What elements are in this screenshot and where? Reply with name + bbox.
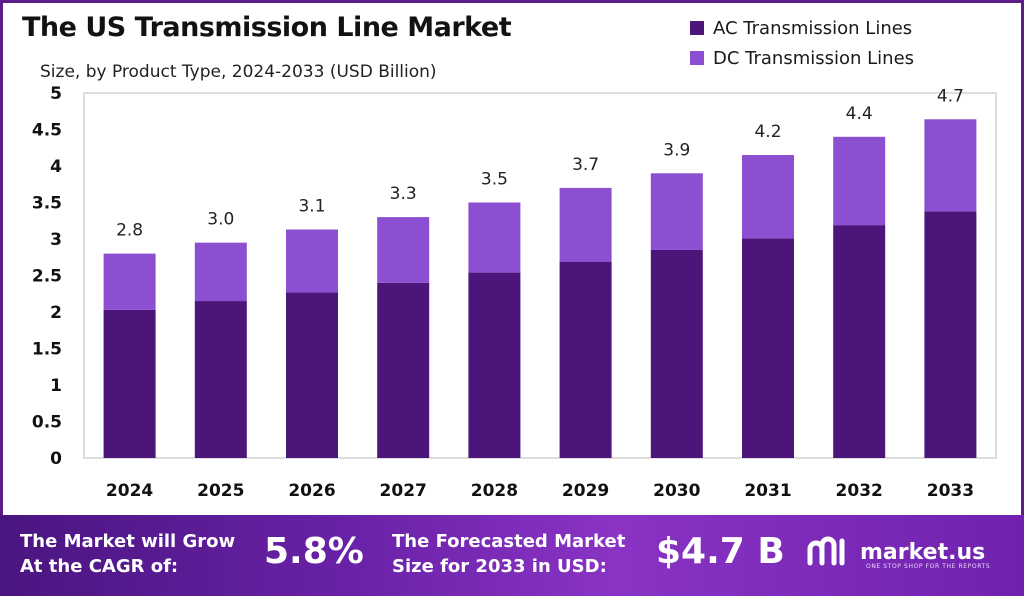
cagr-caption-line1: The Market will Grow bbox=[20, 531, 236, 552]
bar-ac bbox=[559, 261, 612, 458]
legend-label-ac: AC Transmission Lines bbox=[713, 17, 913, 39]
chart-title: The US Transmission Line Market bbox=[22, 12, 512, 43]
total-value-label: 3.1 bbox=[298, 197, 325, 217]
total-value-label: 3.7 bbox=[572, 155, 599, 175]
total-value-label: 4.4 bbox=[846, 104, 873, 124]
y-tick-label: 3.5 bbox=[32, 194, 62, 214]
total-value-label: 3.0 bbox=[207, 210, 234, 230]
bar-ac bbox=[650, 249, 703, 458]
x-tick-label: 2032 bbox=[836, 481, 883, 501]
bar-dc bbox=[103, 253, 156, 310]
total-value-label: 3.9 bbox=[663, 140, 690, 160]
forecast-caption: The Forecasted Market Size for 2033 in U… bbox=[392, 529, 625, 579]
bar-dc bbox=[559, 187, 612, 262]
y-tick-label: 3 bbox=[50, 230, 62, 250]
bar-dc bbox=[468, 202, 521, 273]
y-tick-label: 0 bbox=[50, 449, 62, 469]
bar-ac bbox=[468, 272, 521, 458]
x-tick-label: 2025 bbox=[197, 481, 244, 501]
bar-dc bbox=[833, 136, 886, 226]
cagr-caption: The Market will Grow At the CAGR of: bbox=[20, 529, 235, 579]
bar-ac bbox=[103, 309, 156, 458]
brand: market.us bbox=[806, 535, 985, 569]
x-tick-label: 2030 bbox=[653, 481, 700, 501]
x-tick-label: 2033 bbox=[927, 481, 974, 501]
bar-ac bbox=[924, 211, 977, 458]
total-value-label: 2.8 bbox=[116, 221, 143, 241]
cagr-caption-line2: At the CAGR of: bbox=[20, 556, 179, 577]
legend-swatch-dc bbox=[690, 51, 704, 65]
market-us-logo-icon bbox=[807, 536, 845, 566]
legend: AC Transmission Lines DC Transmission Li… bbox=[690, 14, 914, 74]
total-value-label: 3.5 bbox=[481, 170, 508, 190]
bar-ac bbox=[286, 292, 338, 458]
y-tick-label: 1.5 bbox=[32, 340, 62, 360]
total-value-label: 4.7 bbox=[937, 86, 964, 106]
x-tick-label: 2029 bbox=[562, 481, 609, 501]
plot-area bbox=[83, 92, 997, 459]
legend-item-ac: AC Transmission Lines bbox=[690, 14, 914, 42]
y-tick-label: 2.5 bbox=[32, 267, 62, 287]
brand-tagline: ONE STOP SHOP FOR THE REPORTS bbox=[866, 563, 991, 570]
stacked-bar-chart: 0 0.5 1 1.5 2 2.5 3 3.5 4 4.5 5 2.8 2024 3.0 2025 3.1 20… bbox=[32, 84, 997, 501]
brand-name: market.us bbox=[860, 539, 986, 565]
total-value-label: 3.3 bbox=[390, 184, 417, 204]
bar-ac bbox=[377, 282, 430, 458]
forecast-value: $4.7 B bbox=[656, 531, 785, 572]
bar-dc bbox=[924, 119, 977, 212]
footer-banner: The Market will Grow At the CAGR of: 5.8… bbox=[0, 515, 1024, 596]
x-tick-label: 2024 bbox=[106, 481, 153, 501]
y-tick-label: 5 bbox=[50, 84, 62, 104]
cagr-value: 5.8% bbox=[264, 531, 364, 572]
bar-dc bbox=[194, 242, 247, 302]
bar-dc bbox=[650, 173, 703, 250]
bar-dc bbox=[377, 217, 430, 283]
x-tick-label: 2027 bbox=[380, 481, 427, 501]
y-tick-label: 2 bbox=[50, 303, 62, 323]
y-tick-label: 1 bbox=[50, 376, 62, 396]
x-tick-label: 2031 bbox=[744, 481, 791, 501]
bar-dc bbox=[286, 229, 338, 293]
forecast-caption-line2: Size for 2033 in USD: bbox=[392, 556, 607, 577]
y-tick-label: 4 bbox=[50, 157, 62, 177]
legend-swatch-ac bbox=[690, 21, 704, 35]
legend-item-dc: DC Transmission Lines bbox=[690, 44, 914, 72]
chart-subtitle: Size, by Product Type, 2024-2033 (USD Bi… bbox=[40, 62, 437, 82]
x-tick-label: 2028 bbox=[471, 481, 518, 501]
y-tick-label: 4.5 bbox=[32, 121, 62, 141]
forecast-caption-line1: The Forecasted Market bbox=[392, 531, 626, 552]
x-tick-label: 2026 bbox=[288, 481, 335, 501]
bar-dc bbox=[742, 155, 794, 239]
y-tick-label: 0.5 bbox=[32, 413, 62, 433]
legend-label-dc: DC Transmission Lines bbox=[713, 47, 915, 69]
total-value-label: 4.2 bbox=[754, 122, 781, 142]
bar-ac bbox=[833, 225, 886, 458]
bar-ac bbox=[742, 238, 794, 458]
bar-ac bbox=[194, 301, 247, 458]
